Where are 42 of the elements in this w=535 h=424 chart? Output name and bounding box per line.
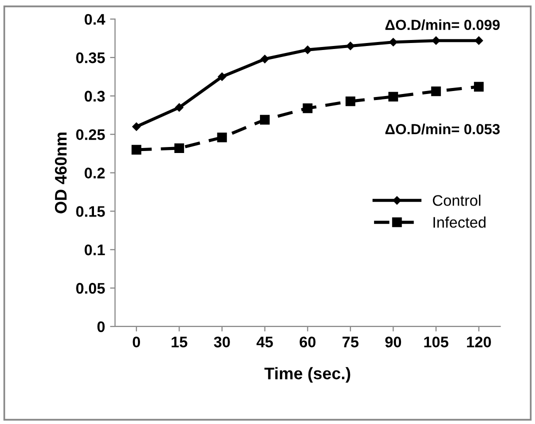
x-tick-label: 15 (172, 336, 188, 348)
point (474, 82, 484, 92)
y-tick-label: 0.2 (84, 168, 105, 178)
legend-label: Infected (434, 216, 486, 228)
point (432, 36, 440, 45)
x-tick-label: 60 (300, 336, 316, 348)
point (260, 114, 270, 125)
y-tick-label: 0.4 (84, 14, 106, 25)
y-tick-label: 0.15 (76, 206, 105, 217)
y-tick-label: 0.1 (84, 244, 105, 256)
point (431, 86, 441, 96)
annotation: ΔO.D/min= 0.099 (385, 19, 500, 30)
point (175, 103, 184, 112)
x-tick-label: 0 (132, 336, 140, 348)
point (389, 38, 398, 46)
y-tick-label: 0.25 (76, 129, 105, 140)
x-axis-title: Time (sec.) (264, 367, 350, 383)
point (217, 132, 227, 142)
point (132, 122, 141, 131)
y-tick-label: 0.35 (76, 52, 105, 64)
x-tick-label: 30 (214, 336, 230, 348)
x-tick-label: 105 (424, 336, 448, 348)
annotation: ΔO.D/min= 0.053 (385, 124, 500, 134)
x-tick-label: 45 (256, 336, 273, 348)
y-tick-label: 0 (97, 321, 105, 332)
y-tick-label: 0.05 (76, 282, 105, 294)
y-tick-label: 0.3 (84, 90, 105, 102)
y-axis-title: OD 460nm (54, 132, 67, 214)
point (388, 92, 398, 102)
point (302, 103, 312, 114)
point (303, 46, 312, 54)
x-tick-label: 120 (467, 336, 491, 348)
point (346, 42, 355, 50)
x-tick-label: 90 (385, 336, 402, 348)
legend-label: Control (432, 194, 480, 206)
point (474, 36, 483, 45)
point (260, 54, 269, 64)
point (346, 96, 356, 106)
point (218, 72, 226, 81)
x-tick-label: 75 (342, 336, 358, 348)
point (132, 144, 142, 155)
point (174, 143, 184, 154)
